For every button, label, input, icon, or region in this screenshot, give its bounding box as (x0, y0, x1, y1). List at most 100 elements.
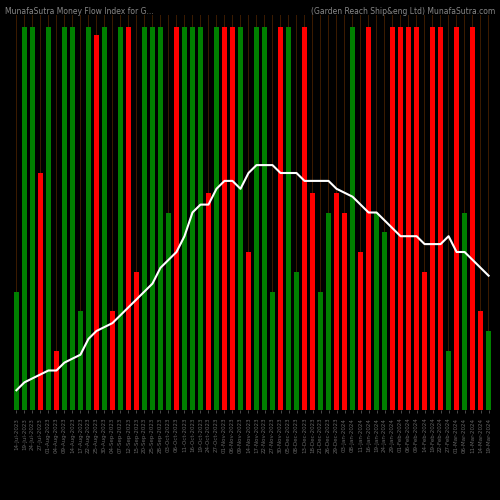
Bar (368, 15, 369, 410)
Bar (392, 15, 393, 410)
Bar (430, 27, 435, 410)
Bar (152, 15, 153, 410)
Bar (208, 15, 209, 410)
Bar (118, 27, 122, 410)
Bar (422, 272, 427, 410)
Bar (14, 292, 18, 410)
Bar (246, 252, 250, 410)
Bar (470, 27, 475, 410)
Bar (310, 192, 314, 410)
Bar (206, 192, 210, 410)
Bar (134, 272, 138, 410)
Bar (272, 15, 273, 410)
Bar (424, 15, 425, 410)
Bar (182, 27, 186, 410)
Bar (416, 15, 417, 410)
Bar (30, 27, 34, 410)
Bar (486, 331, 491, 410)
Bar (216, 15, 217, 410)
Bar (318, 292, 322, 410)
Bar (472, 15, 473, 410)
Bar (280, 15, 281, 410)
Bar (240, 15, 241, 410)
Bar (406, 27, 411, 410)
Bar (302, 27, 306, 410)
Bar (104, 15, 105, 410)
Bar (456, 15, 457, 410)
Bar (142, 27, 146, 410)
Bar (112, 15, 113, 410)
Bar (464, 15, 465, 410)
Bar (366, 27, 370, 410)
Bar (286, 27, 290, 410)
Bar (304, 15, 305, 410)
Bar (336, 15, 337, 410)
Bar (400, 15, 401, 410)
Bar (88, 15, 89, 410)
Bar (270, 292, 274, 410)
Bar (278, 27, 282, 410)
Bar (390, 27, 395, 410)
Bar (62, 27, 66, 410)
Bar (296, 15, 297, 410)
Bar (254, 27, 258, 410)
Bar (376, 15, 377, 410)
Bar (22, 27, 26, 410)
Text: (Garden Reach Ship&eng Ltd) MunafaSutra.com: (Garden Reach Ship&eng Ltd) MunafaSutra.… (311, 8, 495, 16)
Bar (120, 15, 121, 410)
Bar (174, 27, 178, 410)
Bar (224, 15, 225, 410)
Bar (158, 27, 162, 410)
Bar (294, 272, 298, 410)
Bar (360, 15, 361, 410)
Bar (160, 15, 161, 410)
Bar (38, 173, 42, 410)
Bar (384, 15, 385, 410)
Bar (358, 252, 362, 410)
Bar (382, 232, 387, 410)
Bar (262, 27, 266, 410)
Bar (326, 212, 330, 410)
Bar (136, 15, 137, 410)
Bar (198, 27, 202, 410)
Bar (54, 351, 58, 410)
Bar (192, 15, 193, 410)
Bar (144, 15, 145, 410)
Bar (414, 27, 419, 410)
Bar (102, 27, 106, 410)
Bar (230, 27, 234, 410)
Bar (46, 27, 50, 410)
Bar (408, 15, 409, 410)
Bar (214, 27, 218, 410)
Bar (168, 15, 169, 410)
Bar (328, 15, 329, 410)
Bar (248, 15, 249, 410)
Bar (448, 15, 449, 410)
Bar (334, 192, 338, 410)
Bar (200, 15, 201, 410)
Bar (96, 15, 97, 410)
Bar (264, 15, 265, 410)
Bar (288, 15, 289, 410)
Bar (70, 27, 74, 410)
Bar (440, 15, 441, 410)
Bar (432, 15, 433, 410)
Bar (176, 15, 177, 410)
Bar (312, 15, 313, 410)
Bar (126, 27, 130, 410)
Bar (438, 27, 443, 410)
Bar (190, 27, 194, 410)
Text: MunafaSutra Money Flow Index for G...: MunafaSutra Money Flow Index for G... (5, 8, 154, 16)
Bar (398, 27, 403, 410)
Bar (342, 212, 346, 410)
Bar (352, 15, 353, 410)
Bar (344, 15, 345, 410)
Bar (166, 212, 170, 410)
Bar (478, 311, 483, 410)
Bar (480, 15, 481, 410)
Bar (350, 27, 354, 410)
Bar (110, 311, 114, 410)
Bar (150, 27, 154, 410)
Bar (488, 15, 489, 410)
Bar (86, 27, 90, 410)
